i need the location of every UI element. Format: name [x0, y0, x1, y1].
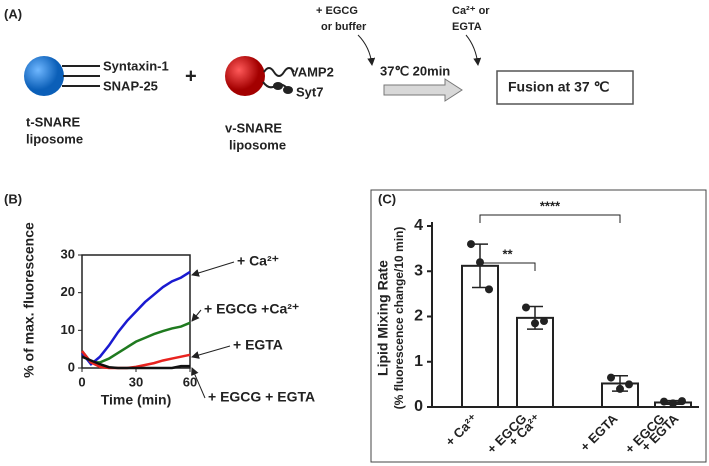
data-point — [540, 317, 548, 326]
syt7-domain — [273, 82, 283, 90]
x-axis-label: Time (min) — [101, 392, 172, 408]
annotation-arrow — [191, 309, 202, 322]
series-line — [81, 270, 191, 367]
bar — [516, 316, 554, 409]
addition: Ca²⁺ or — [452, 5, 490, 17]
result: Fusion at 37 ℃ — [508, 79, 610, 95]
plus: + — [185, 65, 197, 87]
addition: + EGCG — [316, 5, 358, 17]
protein: SNAP-25 — [103, 78, 158, 93]
data-point — [660, 397, 668, 406]
y-tick-label: 1 — [414, 353, 423, 370]
series-label: + EGCG +Ca²⁺ — [204, 301, 299, 317]
liposome-name: liposome — [26, 131, 83, 146]
data-point — [678, 397, 686, 406]
liposome-name: v-SNARE — [225, 120, 282, 135]
protein: Syntaxin-1 — [103, 58, 169, 73]
result-box — [496, 70, 634, 105]
t-snare-liposome — [24, 56, 64, 96]
annotation-arrow — [191, 367, 206, 399]
y-tick-label: 10 — [61, 322, 75, 337]
panel-label: (A) — [4, 6, 22, 21]
data-point — [607, 373, 615, 382]
series-label: + Ca²⁺ — [237, 253, 279, 269]
series-label: + EGCG + EGTA — [208, 389, 315, 405]
data-point — [522, 303, 530, 312]
y-axis-label: (% fluorescence change/10 min) — [392, 227, 406, 410]
t-snare-lines — [62, 65, 100, 87]
y-tick-label: 3 — [414, 262, 423, 279]
y-tick-label: 4 — [414, 217, 423, 234]
liposome-name: liposome — [229, 137, 286, 152]
y-tick-label: 20 — [61, 284, 75, 299]
data-point — [485, 285, 493, 294]
y-axis-label: % of max. fluorescence — [21, 222, 37, 378]
series-label: + EGTA — [233, 337, 283, 353]
data-point — [467, 240, 475, 249]
x-tick-label: + EGTA — [577, 411, 621, 455]
y-axis-label: Lipid Mixing Rate — [375, 260, 391, 376]
y-tick-label: 0 — [414, 398, 423, 415]
protein: Syt7 — [296, 84, 323, 99]
process-arrow — [383, 78, 463, 102]
y-tick-label: 0 — [68, 359, 75, 374]
data-point — [669, 399, 677, 408]
significance-bracket — [479, 262, 536, 271]
x-tick-label: 0 — [78, 374, 85, 389]
data-point — [616, 384, 624, 393]
data-point — [531, 319, 539, 328]
significance-label: ** — [502, 246, 513, 261]
series-line — [81, 355, 190, 370]
significance-label: **** — [540, 198, 561, 213]
protein: VAMP2 — [290, 64, 334, 79]
significance-bracket — [479, 214, 621, 223]
panel-label: (B) — [4, 191, 22, 206]
addition: EGTA — [452, 21, 482, 33]
arrow — [465, 34, 482, 66]
addition: or buffer — [321, 21, 367, 33]
data-point — [625, 380, 633, 389]
data-point — [476, 258, 484, 267]
syt7-domain — [283, 86, 293, 94]
panel-frame — [370, 189, 707, 463]
liposome-name: t-SNARE — [26, 114, 80, 129]
x-tick-label: + Ca²⁺ — [442, 411, 480, 449]
arrow — [357, 34, 376, 66]
series-line — [81, 321, 191, 364]
annotation-arrow — [191, 261, 235, 277]
annotation-arrow — [191, 345, 231, 359]
incubation: 37℃ 20min — [380, 63, 450, 78]
x-tick-label: 30 — [129, 374, 143, 389]
x-tick-label: 60 — [183, 374, 197, 389]
panel-label: (C) — [378, 191, 396, 206]
y-tick-label: 2 — [414, 308, 423, 325]
v-snare-liposome — [225, 56, 265, 96]
y-tick-label: 30 — [61, 246, 75, 261]
